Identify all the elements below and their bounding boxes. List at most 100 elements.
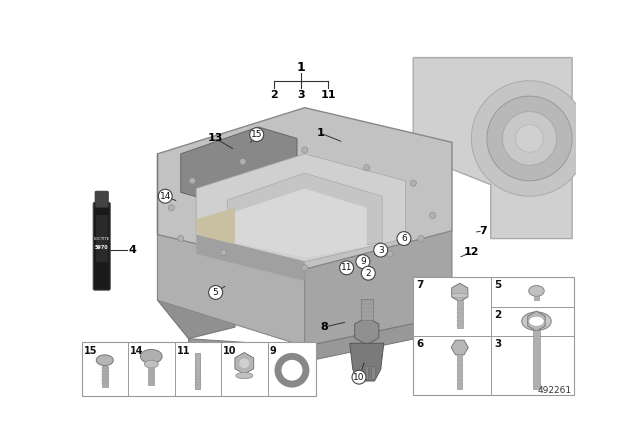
Circle shape bbox=[178, 236, 184, 241]
Text: 4: 4 bbox=[129, 245, 136, 255]
Text: 9: 9 bbox=[270, 345, 276, 356]
Circle shape bbox=[340, 261, 353, 275]
Polygon shape bbox=[451, 340, 468, 355]
Polygon shape bbox=[528, 311, 545, 331]
Circle shape bbox=[220, 250, 227, 255]
Circle shape bbox=[209, 285, 223, 299]
Text: 5970: 5970 bbox=[95, 246, 109, 250]
FancyBboxPatch shape bbox=[413, 277, 575, 395]
Circle shape bbox=[189, 178, 195, 184]
FancyBboxPatch shape bbox=[93, 202, 110, 290]
Circle shape bbox=[502, 112, 557, 165]
FancyBboxPatch shape bbox=[81, 342, 316, 396]
Text: 2: 2 bbox=[365, 269, 371, 278]
Circle shape bbox=[429, 212, 436, 219]
Bar bbox=[534, 296, 539, 300]
Bar bbox=[148, 368, 154, 385]
Text: 492261: 492261 bbox=[538, 386, 572, 395]
Circle shape bbox=[410, 180, 417, 186]
Text: 5: 5 bbox=[494, 280, 501, 290]
Ellipse shape bbox=[529, 316, 544, 326]
Bar bbox=[195, 353, 200, 389]
Text: 13: 13 bbox=[208, 134, 223, 143]
Text: 9: 9 bbox=[360, 257, 365, 266]
Text: 6: 6 bbox=[401, 234, 407, 243]
Polygon shape bbox=[196, 154, 406, 262]
Polygon shape bbox=[413, 58, 572, 238]
Polygon shape bbox=[355, 317, 379, 345]
Ellipse shape bbox=[236, 373, 253, 379]
Bar bbox=[533, 330, 540, 389]
Text: 5: 5 bbox=[212, 288, 218, 297]
Text: 3: 3 bbox=[494, 339, 501, 349]
Polygon shape bbox=[227, 173, 382, 254]
Text: 8: 8 bbox=[320, 322, 328, 332]
Text: 2: 2 bbox=[494, 310, 501, 319]
Text: 1: 1 bbox=[316, 128, 324, 138]
Ellipse shape bbox=[140, 349, 162, 363]
Text: 3: 3 bbox=[297, 90, 305, 99]
Circle shape bbox=[387, 251, 393, 257]
Bar bbox=[102, 366, 108, 387]
Text: 11: 11 bbox=[341, 263, 353, 272]
Polygon shape bbox=[157, 108, 452, 269]
Polygon shape bbox=[189, 315, 452, 362]
Text: 7: 7 bbox=[479, 226, 487, 236]
Polygon shape bbox=[196, 235, 305, 281]
Text: LOCTITE: LOCTITE bbox=[93, 237, 110, 241]
Circle shape bbox=[168, 205, 175, 211]
Polygon shape bbox=[305, 231, 452, 346]
Polygon shape bbox=[180, 127, 297, 208]
Text: 15: 15 bbox=[84, 345, 97, 356]
Ellipse shape bbox=[96, 355, 113, 366]
Ellipse shape bbox=[451, 293, 468, 298]
Text: 2: 2 bbox=[270, 90, 278, 99]
Text: 7: 7 bbox=[417, 280, 424, 290]
Text: 6: 6 bbox=[417, 339, 424, 349]
Polygon shape bbox=[235, 353, 253, 374]
Text: 10: 10 bbox=[223, 345, 237, 356]
Circle shape bbox=[250, 128, 264, 142]
Bar bbox=[457, 300, 463, 328]
Circle shape bbox=[362, 266, 375, 280]
Polygon shape bbox=[196, 208, 235, 254]
Text: 14: 14 bbox=[131, 345, 144, 356]
Circle shape bbox=[472, 81, 588, 196]
Text: 1: 1 bbox=[296, 61, 305, 74]
Circle shape bbox=[158, 190, 172, 203]
Circle shape bbox=[418, 236, 424, 241]
Bar bbox=[371, 366, 374, 379]
Polygon shape bbox=[235, 189, 367, 258]
Circle shape bbox=[364, 165, 370, 171]
Circle shape bbox=[516, 125, 543, 152]
Circle shape bbox=[301, 265, 308, 271]
Ellipse shape bbox=[529, 285, 544, 296]
Circle shape bbox=[239, 358, 250, 369]
Ellipse shape bbox=[522, 312, 551, 331]
Circle shape bbox=[239, 159, 246, 165]
Circle shape bbox=[397, 232, 411, 246]
Circle shape bbox=[487, 96, 572, 181]
Ellipse shape bbox=[145, 360, 158, 368]
Circle shape bbox=[301, 147, 308, 153]
Text: 14: 14 bbox=[159, 192, 171, 201]
Polygon shape bbox=[157, 235, 305, 346]
Text: 3: 3 bbox=[378, 246, 383, 254]
Bar bbox=[360, 299, 373, 320]
Polygon shape bbox=[157, 154, 235, 339]
Circle shape bbox=[352, 370, 366, 384]
Bar bbox=[365, 366, 368, 379]
Text: 11: 11 bbox=[320, 90, 336, 99]
Text: 10: 10 bbox=[353, 373, 365, 382]
Text: 15: 15 bbox=[251, 130, 262, 139]
Bar bbox=[359, 366, 362, 379]
Text: 12: 12 bbox=[463, 247, 479, 258]
Polygon shape bbox=[452, 283, 468, 302]
Bar bbox=[457, 354, 463, 389]
FancyBboxPatch shape bbox=[95, 215, 108, 262]
FancyBboxPatch shape bbox=[95, 191, 108, 207]
Circle shape bbox=[374, 243, 388, 257]
Circle shape bbox=[356, 255, 370, 269]
Polygon shape bbox=[349, 343, 384, 381]
Text: 11: 11 bbox=[177, 345, 190, 356]
